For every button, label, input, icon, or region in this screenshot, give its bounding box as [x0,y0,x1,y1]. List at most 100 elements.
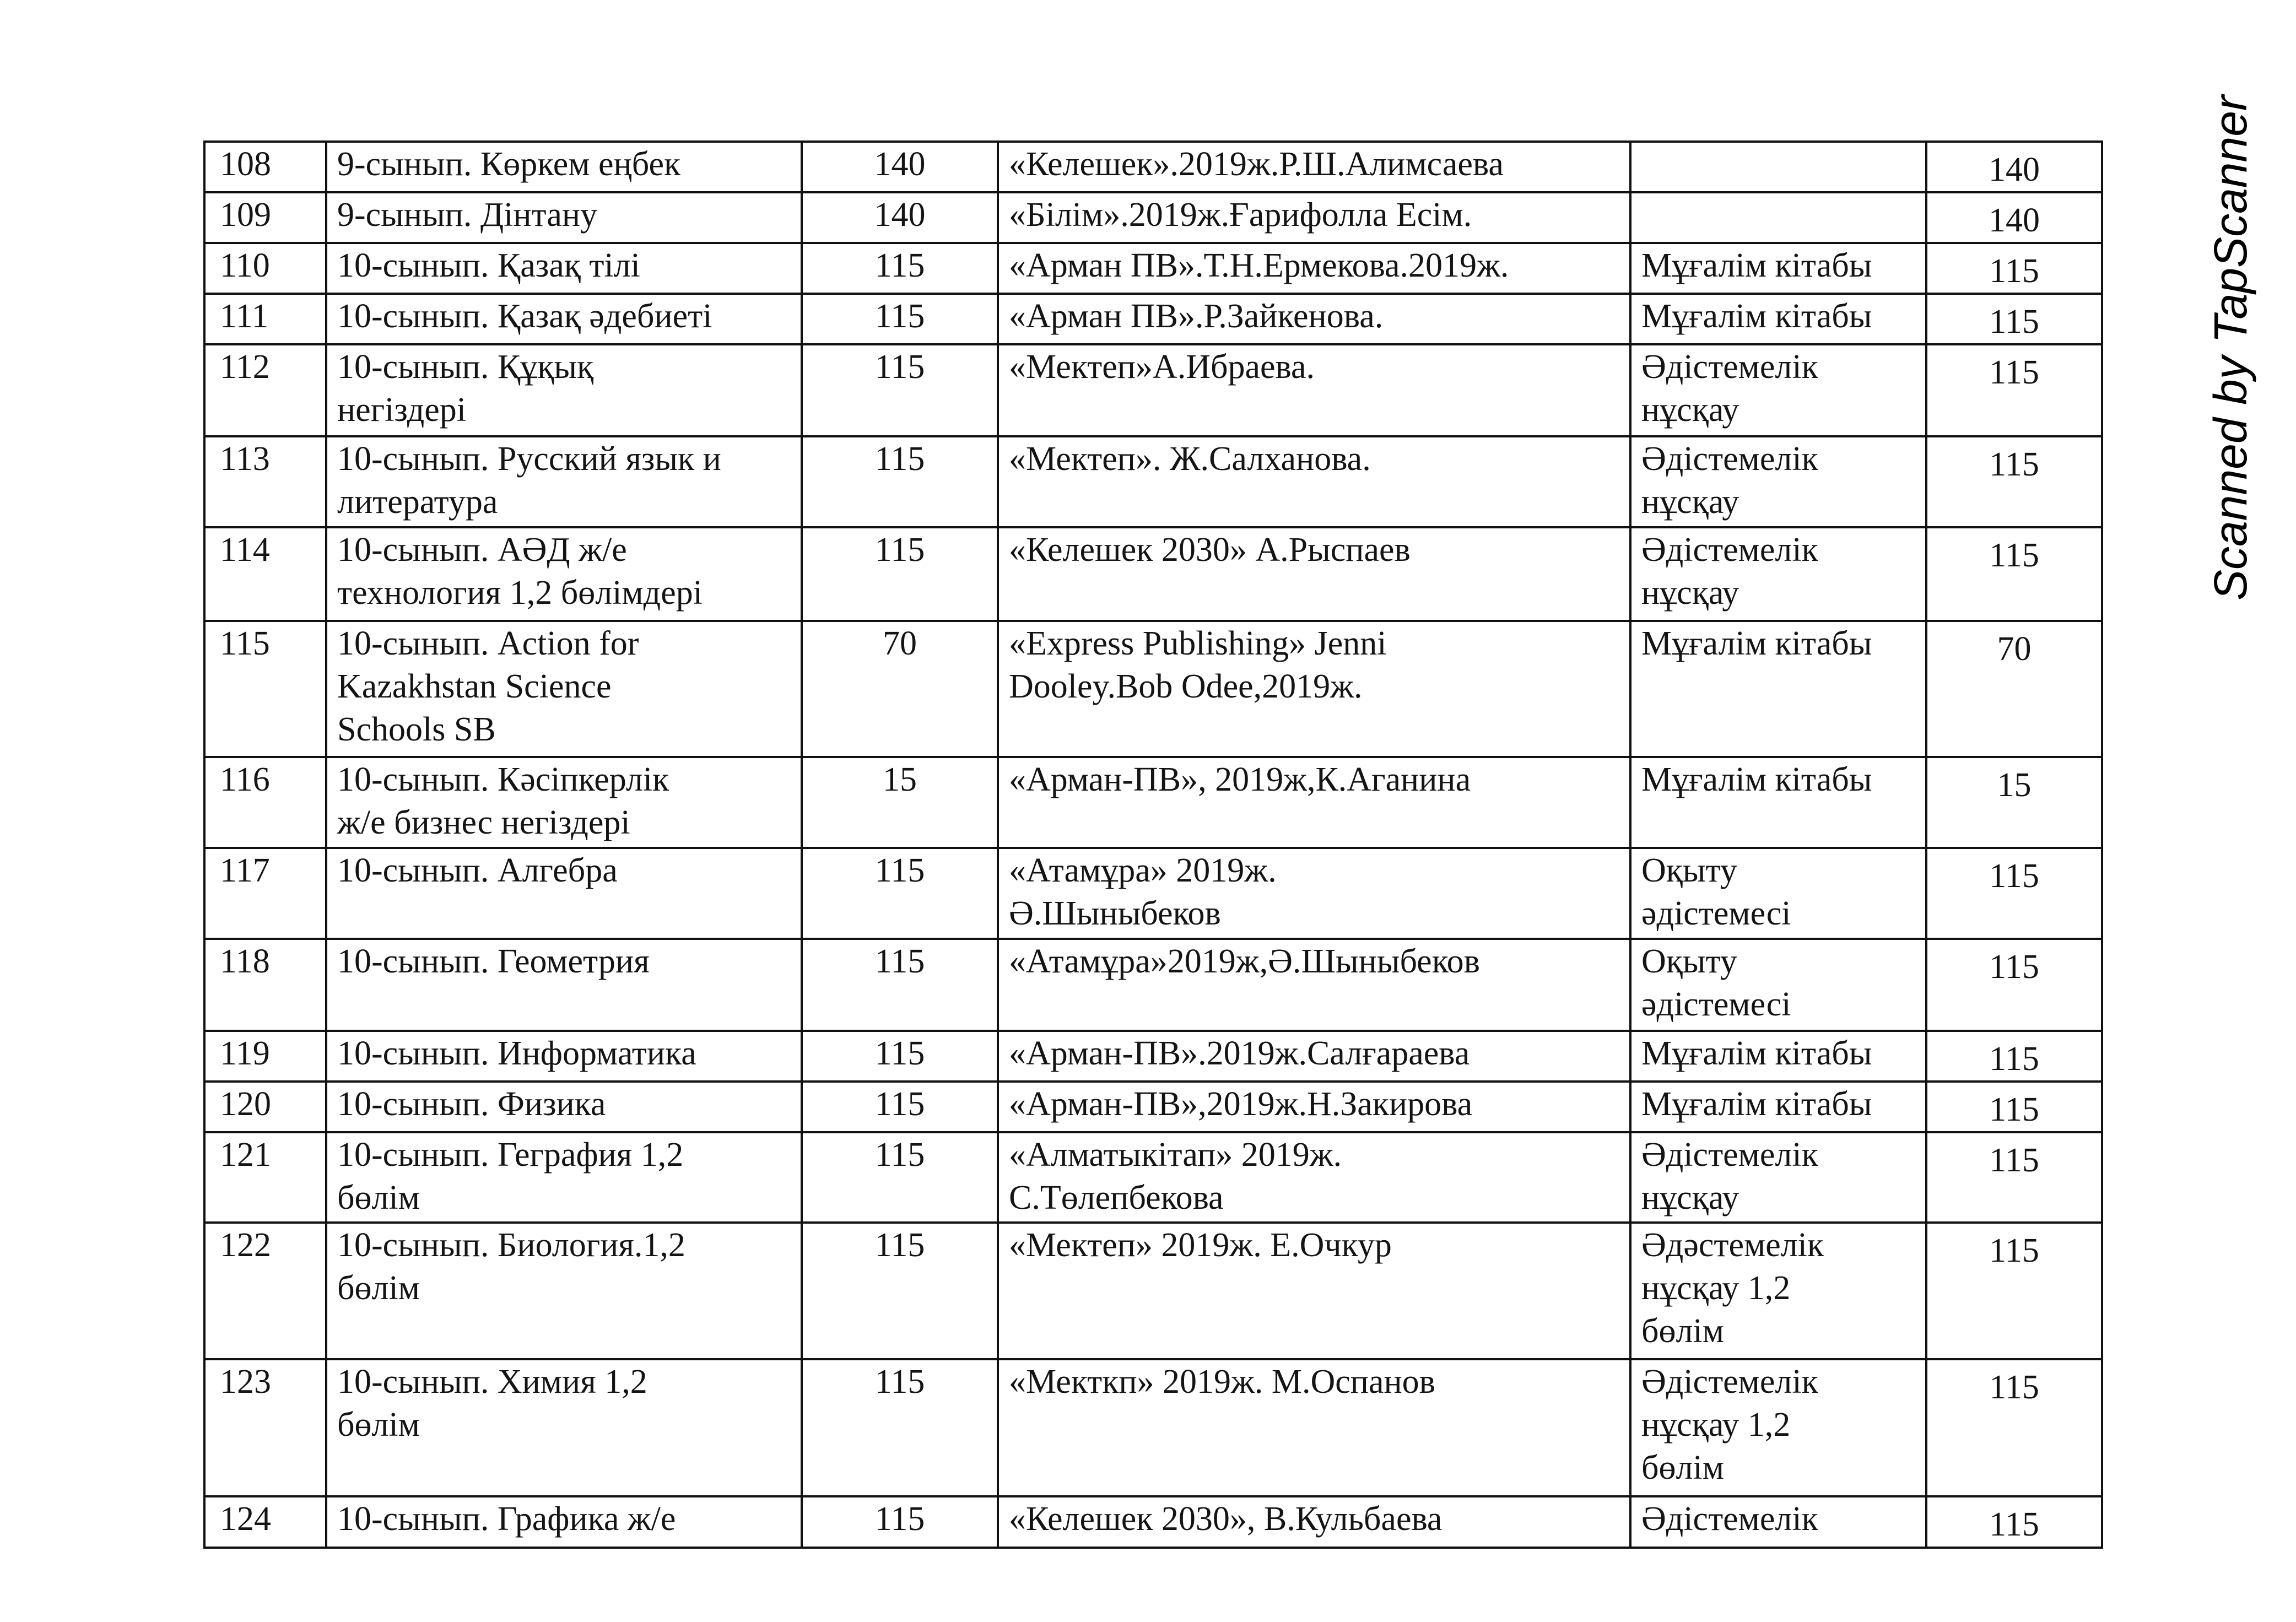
subject-cell: 10-сынып. Физика [325,1080,803,1133]
subject-cell: 10-сынып. Химия 1,2 бөлім [325,1358,803,1497]
publisher-cell: «Атамұра» 2019ж. Ә.Шыныбеков [997,847,1631,940]
publisher-cell: «Арман-ПВ», 2019ж,К.Аганина [997,756,1631,849]
total-cell: 115 [1925,1080,2103,1133]
textbook-table: 108 9-сынып. Көркем еңбек 140 «Келешек».201… [203,140,2103,1549]
row-number: 112 [203,343,327,437]
row-number: 122 [203,1221,327,1360]
material-type-cell: Әдістемелік нұсқау 1,2 бөлім [1629,1358,1927,1497]
total-cell: 115 [1925,343,2103,437]
table-row: 112 10-сынып. Құқық негіздері 115 «Мектеп»А… [203,343,2103,437]
total-cell: 70 [1925,620,2103,758]
total-cell: 140 [1925,140,2103,193]
publisher-cell: «Арман ПВ».Р.Зайкенова. [997,293,1631,345]
subject-cell: 10-сынып. Русский язык и литература [325,435,803,528]
subject-cell: 10-сынып. АӘД ж/е технология 1,2 бөлімде… [325,526,803,622]
publisher-cell: «Арман ПВ».Т.Н.Ермекова.2019ж. [997,242,1631,295]
table-row: 123 10-сынып. Химия 1,2 бөлім 115 «Мекткп» … [203,1358,2103,1497]
material-type-cell: Әдістемелік нұсқау [1629,1131,1927,1224]
subject-cell: 9-сынып. Дінтану [325,191,803,244]
table-row: 114 10-сынып. АӘД ж/е технология 1,2 бөлі… [203,526,2103,622]
publisher-cell: «Арман-ПВ».2019ж.Салғараева [997,1030,1631,1083]
total-cell: 115 [1925,1131,2103,1224]
row-number: 121 [203,1131,327,1224]
row-number: 120 [203,1080,327,1133]
material-type-cell: Әдістемелік [1629,1495,1927,1549]
publisher-cell: «Мектеп». Ж.Салханова. [997,435,1631,528]
row-number: 119 [203,1030,327,1083]
count-cell: 115 [801,1495,999,1549]
subject-cell: 10-сынып. Қазақ әдебиеті [325,293,803,345]
material-type-cell: Мұғалім кітабы [1629,293,1927,345]
table-row: 115 10-сынып. Action for Kazakhstan Scien… [203,620,2103,758]
subject-cell: 10-сынып. Геграфия 1,2 бөлім [325,1131,803,1224]
publisher-cell: «Алматыкітап» 2019ж. С.Төлепбекова [997,1131,1631,1224]
total-cell: 115 [1925,1358,2103,1497]
count-cell: 115 [801,293,999,345]
row-number: 124 [203,1495,327,1549]
material-type-cell: Әдістемелік нұсқау [1629,435,1927,528]
row-number: 111 [203,293,327,345]
table-row: 124 10-сынып. Графика ж/е 115 «Келешек 2030… [203,1495,2103,1549]
material-type-cell: Әдістемелік нұсқау [1629,343,1927,437]
material-type-cell: Мұғалім кітабы [1629,242,1927,295]
subject-cell: 10-сынып. Қазақ тілі [325,242,803,295]
count-cell: 115 [801,847,999,940]
publisher-cell: «Келешек 2030» А.Рыспаев [997,526,1631,622]
table-row: 113 10-сынып. Русский язык и литература 11… [203,435,2103,528]
publisher-cell: «Мектеп» 2019ж. Е.Очкур [997,1221,1631,1360]
table-row: 110 10-сынып. Қазақ тілі 115 «Арман ПВ».Т.Н… [203,242,2103,295]
publisher-cell: «Білім».2019ж.Ғарифолла Есім. [997,191,1631,244]
subject-cell: 10-сынып. Алгебра [325,847,803,940]
count-cell: 140 [801,191,999,244]
total-cell: 115 [1925,1221,2103,1360]
publisher-cell: «Келешек».2019ж.Р.Ш.Алимсаева [997,140,1631,193]
total-cell: 140 [1925,191,2103,244]
material-type-cell: Мұғалім кітабы [1629,1030,1927,1083]
subject-cell: 10-сынып. Action for Kazakhstan Science … [325,620,803,758]
row-number: 114 [203,526,327,622]
table-row: 117 10-сынып. Алгебра 115 «Атамұра» 2019ж. … [203,847,2103,940]
count-cell: 115 [801,1221,999,1360]
row-number: 109 [203,191,327,244]
publisher-cell: «Келешек 2030», В.Кульбаева [997,1495,1631,1549]
count-cell: 70 [801,620,999,758]
table-body: 108 9-сынып. Көркем еңбек 140 «Келешек».201… [203,140,2103,1549]
row-number: 116 [203,756,327,849]
table-row: 109 9-сынып. Дінтану 140 «Білім».2019ж.Ғари… [203,191,2103,244]
publisher-cell: «Атамұра»2019ж,Ә.Шыныбеков [997,938,1631,1032]
row-number: 123 [203,1358,327,1497]
table-row: 122 10-сынып. Биология.1,2 бөлім 115 «Мекте… [203,1221,2103,1360]
material-type-cell [1629,191,1927,244]
count-cell: 115 [801,938,999,1032]
row-number: 115 [203,620,327,758]
row-number: 117 [203,847,327,940]
subject-cell: 10-сынып. Геометрия [325,938,803,1032]
count-cell: 15 [801,756,999,849]
table-row: 108 9-сынып. Көркем еңбек 140 «Келешек».201… [203,140,2103,193]
count-cell: 115 [801,1030,999,1083]
subject-cell: 10-сынып. Информатика [325,1030,803,1083]
total-cell: 115 [1925,1495,2103,1549]
total-cell: 115 [1925,435,2103,528]
row-number: 108 [203,140,327,193]
material-type-cell: Мұғалім кітабы [1629,1080,1927,1133]
table-row: 120 10-сынып. Физика 115 «Арман-ПВ»,2019ж.Н… [203,1080,2103,1133]
count-cell: 115 [801,1358,999,1497]
count-cell: 115 [801,242,999,295]
publisher-cell: «Мектеп»А.Ибраева. [997,343,1631,437]
publisher-cell: «Мекткп» 2019ж. М.Оспанов [997,1358,1631,1497]
material-type-cell: Оқыту әдістемесі [1629,847,1927,940]
total-cell: 115 [1925,526,2103,622]
subject-cell: 10-сынып. Графика ж/е [325,1495,803,1549]
count-cell: 115 [801,435,999,528]
material-type-cell [1629,140,1927,193]
total-cell: 115 [1925,938,2103,1032]
count-cell: 115 [801,1080,999,1133]
count-cell: 115 [801,526,999,622]
subject-cell: 10-сынып. Биология.1,2 бөлім [325,1221,803,1360]
material-type-cell: Әдәстемелік нұсқау 1,2 бөлім [1629,1221,1927,1360]
table-row: 118 10-сынып. Геометрия 115 «Атамұра»2019ж,… [203,938,2103,1032]
subject-cell: 9-сынып. Көркем еңбек [325,140,803,193]
material-type-cell: Мұғалім кітабы [1629,620,1927,758]
total-cell: 115 [1925,242,2103,295]
